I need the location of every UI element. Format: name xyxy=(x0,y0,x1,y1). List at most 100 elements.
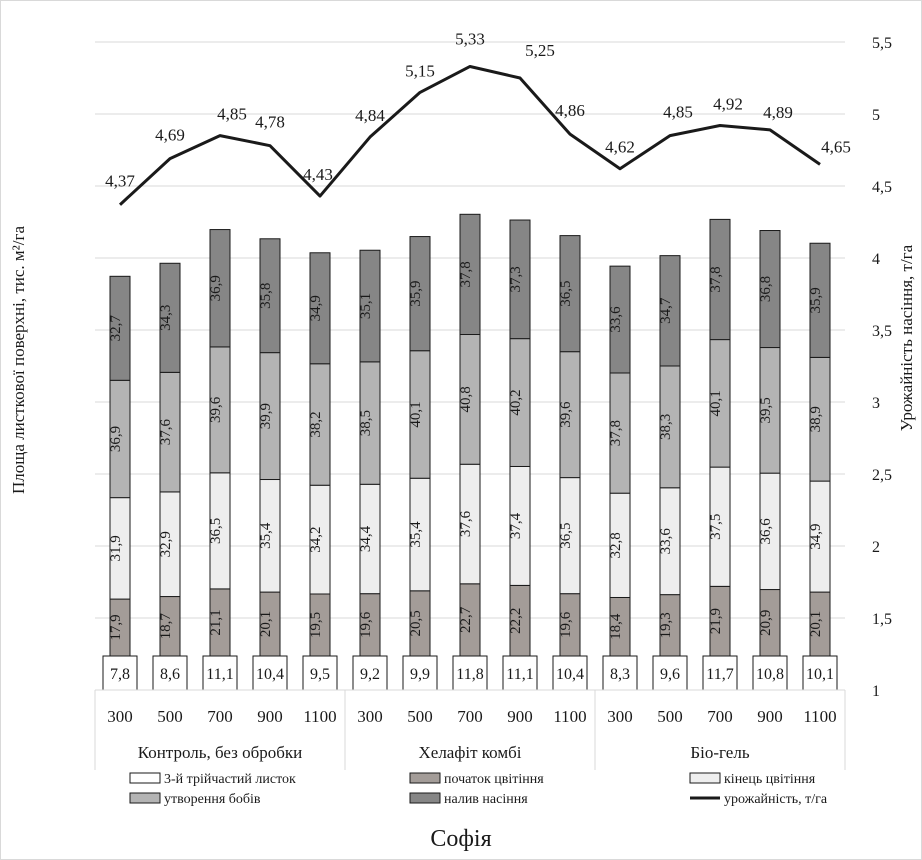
bar-segment xyxy=(752,655,788,691)
line-value-label: 5,15 xyxy=(405,61,435,80)
y-right-tick-label: 1,5 xyxy=(872,611,892,628)
line-value-label: 4,89 xyxy=(763,103,793,122)
bar-value-label: 34,2 xyxy=(308,526,324,552)
bar-value-label: 31,9 xyxy=(108,535,124,561)
line-value-label: 4,37 xyxy=(105,172,135,191)
bar-value-label: 21,1 xyxy=(208,609,224,635)
bar-segment xyxy=(802,655,838,691)
x-tick-label: 500 xyxy=(657,707,683,726)
line-value-label: 5,33 xyxy=(455,29,485,48)
line-value-label: 5,25 xyxy=(525,41,555,60)
bar-segment xyxy=(759,230,781,349)
bar-value-label: 37,8 xyxy=(608,420,624,446)
x-tick-label: 500 xyxy=(407,707,433,726)
bar-segment xyxy=(259,238,281,354)
bar-value-label: 20,9 xyxy=(758,610,774,636)
bar-segment xyxy=(102,655,138,691)
x-tick-label: 700 xyxy=(207,707,233,726)
line-value-label: 4,86 xyxy=(555,101,585,120)
bar-value-label: 33,6 xyxy=(658,528,674,555)
bar-segment xyxy=(302,655,338,691)
bar-value-label: 40,8 xyxy=(458,386,474,412)
bar-segment xyxy=(359,249,381,363)
bar-value-label: 18,7 xyxy=(158,613,174,640)
bar-value-label: 39,6 xyxy=(208,396,224,423)
line-value-label: 4,65 xyxy=(821,137,851,156)
bar-value-label: 38,3 xyxy=(658,414,674,440)
group-label: Біо-гель xyxy=(690,743,749,762)
bar-value-label: 10,8 xyxy=(756,666,784,683)
bar-value-label: 38,5 xyxy=(358,410,374,436)
line-value-label: 4,85 xyxy=(217,105,247,124)
group-label: Хелафіт комбі xyxy=(419,743,522,762)
bar-segment xyxy=(209,229,231,348)
legend-swatch xyxy=(689,772,721,784)
bar-value-label: 35,1 xyxy=(358,293,374,319)
bar-value-label: 34,9 xyxy=(308,295,324,321)
bar-value-label: 32,8 xyxy=(608,532,624,558)
bar-value-label: 40,2 xyxy=(508,389,524,415)
bar-value-label: 37,6 xyxy=(458,510,474,537)
bar-value-label: 19,6 xyxy=(558,611,574,638)
bar-value-label: 35,8 xyxy=(258,283,274,309)
bar-value-label: 35,4 xyxy=(258,522,274,549)
bar-segment xyxy=(552,655,588,691)
chart-title: Софія xyxy=(430,826,491,852)
legend-label: утворення бобів xyxy=(164,792,261,807)
bar-value-label: 19,3 xyxy=(658,612,674,638)
bar-value-label: 36,5 xyxy=(208,518,224,544)
bar-value-label: 33,6 xyxy=(608,306,624,333)
bar-value-label: 37,3 xyxy=(508,266,524,292)
bar-segment xyxy=(409,236,431,352)
bar-value-label: 38,2 xyxy=(308,411,324,437)
bar-value-label: 22,7 xyxy=(458,606,474,633)
bar-segment xyxy=(109,275,131,381)
bar-value-label: 34,4 xyxy=(358,525,374,552)
legend-swatch xyxy=(409,772,441,784)
legend-label: кінець цвітіння xyxy=(724,772,816,787)
bar-value-label: 8,3 xyxy=(610,666,630,683)
bar-value-label: 20,1 xyxy=(808,611,824,637)
bar-segment xyxy=(402,655,438,691)
x-tick-label: 900 xyxy=(257,707,283,726)
bar-value-label: 32,9 xyxy=(158,531,174,557)
bar-segment xyxy=(709,218,731,341)
bar-value-label: 34,7 xyxy=(658,297,674,324)
bar-value-label: 20,5 xyxy=(408,610,424,636)
bar-segment xyxy=(609,265,631,374)
bar-segment xyxy=(602,655,638,691)
bar-value-label: 9,6 xyxy=(660,666,680,683)
legend-label: налив насіння xyxy=(444,792,528,807)
bar-value-label: 36,5 xyxy=(558,523,574,549)
bar-value-label: 35,4 xyxy=(408,521,424,548)
line-value-label: 4,92 xyxy=(713,95,743,114)
bar-segment xyxy=(559,235,581,353)
bar-segment xyxy=(202,655,238,691)
y-right-tick-label: 5 xyxy=(872,107,880,124)
x-tick-label: 900 xyxy=(507,707,533,726)
bar-value-label: 22,2 xyxy=(508,608,524,634)
x-tick-label: 300 xyxy=(107,707,133,726)
legend-label: початок цвітіння xyxy=(444,772,544,787)
bar-value-label: 35,9 xyxy=(408,281,424,307)
bar-value-label: 36,9 xyxy=(108,426,124,452)
bar-value-label: 36,9 xyxy=(208,275,224,301)
bar-value-label: 38,9 xyxy=(808,406,824,432)
bar-value-label: 37,8 xyxy=(708,266,724,292)
x-tick-label: 300 xyxy=(607,707,633,726)
x-tick-label: 900 xyxy=(757,707,783,726)
bar-value-label: 37,4 xyxy=(508,512,524,539)
bar-value-label: 35,9 xyxy=(808,287,824,313)
x-tick-label: 300 xyxy=(357,707,383,726)
line-value-label: 4,43 xyxy=(303,165,333,184)
x-tick-label: 500 xyxy=(157,707,183,726)
bar-value-label: 32,7 xyxy=(108,315,124,342)
bar-value-label: 34,9 xyxy=(808,523,824,549)
bar-value-label: 36,8 xyxy=(758,276,774,302)
bar-value-label: 9,9 xyxy=(410,666,430,683)
yield-line xyxy=(118,64,821,206)
bar-value-label: 39,9 xyxy=(258,403,274,429)
bar-value-label: 37,6 xyxy=(158,419,174,446)
bar-segment xyxy=(809,242,831,358)
